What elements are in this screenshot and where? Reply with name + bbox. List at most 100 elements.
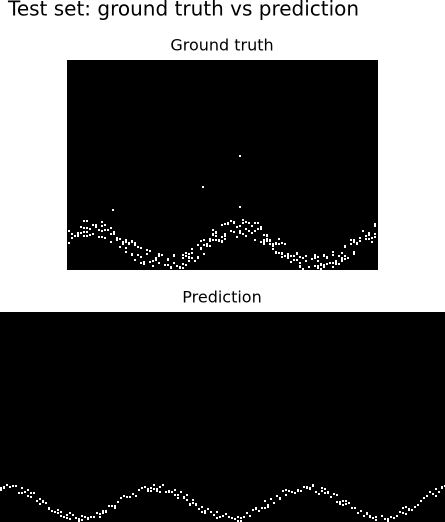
pixel bbox=[156, 490, 158, 492]
pixel bbox=[92, 224, 94, 226]
pixel bbox=[69, 512, 71, 514]
pixel bbox=[30, 496, 32, 498]
pixel bbox=[90, 516, 92, 518]
pixel bbox=[209, 240, 211, 242]
pixel bbox=[197, 257, 199, 259]
pixel bbox=[107, 229, 109, 231]
pixel bbox=[80, 232, 82, 234]
pixel bbox=[344, 258, 346, 260]
pixel bbox=[3, 487, 5, 489]
pixel bbox=[363, 515, 365, 517]
pixel bbox=[239, 155, 241, 157]
pixel bbox=[341, 257, 343, 259]
pixel bbox=[99, 516, 101, 518]
pixel bbox=[290, 261, 292, 263]
pixel bbox=[353, 251, 355, 253]
pixel bbox=[134, 244, 136, 246]
pixel bbox=[390, 516, 392, 518]
pixel bbox=[152, 265, 154, 267]
pixel bbox=[159, 486, 161, 488]
pixel bbox=[194, 260, 196, 262]
pixel bbox=[287, 256, 289, 258]
pixel bbox=[245, 221, 247, 223]
pixel bbox=[125, 239, 127, 241]
pixel bbox=[86, 235, 88, 237]
pixel bbox=[78, 520, 80, 522]
pixel bbox=[273, 502, 275, 504]
pixel bbox=[0, 487, 2, 489]
pixel bbox=[375, 516, 377, 518]
pixel bbox=[411, 509, 413, 511]
pixel bbox=[57, 512, 59, 514]
pixel bbox=[87, 517, 89, 519]
pixel bbox=[336, 501, 338, 503]
pixel bbox=[101, 225, 103, 227]
pixel bbox=[357, 512, 359, 514]
pixel bbox=[338, 255, 340, 257]
pixel bbox=[143, 263, 145, 265]
pixel bbox=[168, 490, 170, 492]
pixel bbox=[186, 499, 188, 501]
pixel bbox=[293, 259, 295, 261]
pixel bbox=[254, 230, 256, 232]
pixel bbox=[71, 237, 73, 239]
pixel bbox=[30, 492, 32, 494]
pixel bbox=[285, 489, 287, 491]
pixel bbox=[155, 257, 157, 259]
pixel bbox=[263, 241, 265, 243]
pixel bbox=[221, 241, 223, 243]
pixel bbox=[257, 222, 259, 224]
pixel bbox=[240, 520, 242, 522]
pixel bbox=[246, 512, 248, 514]
pixel bbox=[272, 245, 274, 247]
pixel bbox=[245, 228, 247, 230]
pixel bbox=[191, 252, 193, 254]
pixel bbox=[177, 494, 179, 496]
pixel bbox=[368, 232, 370, 234]
pixel bbox=[83, 227, 85, 229]
pixel bbox=[324, 488, 326, 490]
pixel bbox=[215, 235, 217, 237]
pixel bbox=[332, 251, 334, 253]
pixel bbox=[402, 512, 404, 514]
pixel bbox=[219, 516, 221, 518]
pixel bbox=[12, 485, 14, 487]
pixel bbox=[68, 230, 70, 232]
pixel bbox=[98, 236, 100, 238]
pixel bbox=[218, 240, 220, 242]
pixel bbox=[371, 241, 373, 243]
pixel bbox=[224, 233, 226, 235]
pixel bbox=[336, 494, 338, 496]
pixel bbox=[279, 497, 281, 499]
pixel bbox=[233, 222, 235, 224]
pixel bbox=[224, 235, 226, 237]
panel-title: Ground truth bbox=[170, 36, 273, 55]
pixel bbox=[116, 239, 118, 241]
pixel bbox=[101, 221, 103, 223]
panel-title: Prediction bbox=[182, 288, 261, 307]
pixel bbox=[359, 240, 361, 242]
pixel bbox=[209, 238, 211, 240]
pixel bbox=[387, 520, 389, 522]
pixel bbox=[101, 230, 103, 232]
pixel bbox=[327, 491, 329, 493]
pixel bbox=[326, 257, 328, 259]
pixel bbox=[221, 224, 223, 226]
pixel bbox=[158, 253, 160, 255]
pixel bbox=[402, 507, 404, 509]
pixel bbox=[86, 227, 88, 229]
pixel bbox=[114, 507, 116, 509]
pixel bbox=[423, 497, 425, 499]
pixel bbox=[149, 261, 151, 263]
pixel bbox=[252, 509, 254, 511]
pixel bbox=[186, 494, 188, 496]
pixel bbox=[200, 240, 202, 242]
pixel bbox=[212, 233, 214, 235]
pixel bbox=[123, 495, 125, 497]
pixel bbox=[345, 503, 347, 505]
pixel bbox=[131, 253, 133, 255]
pixel bbox=[195, 503, 197, 505]
pixel bbox=[278, 238, 280, 240]
pixel bbox=[135, 495, 137, 497]
pixel bbox=[206, 243, 208, 245]
